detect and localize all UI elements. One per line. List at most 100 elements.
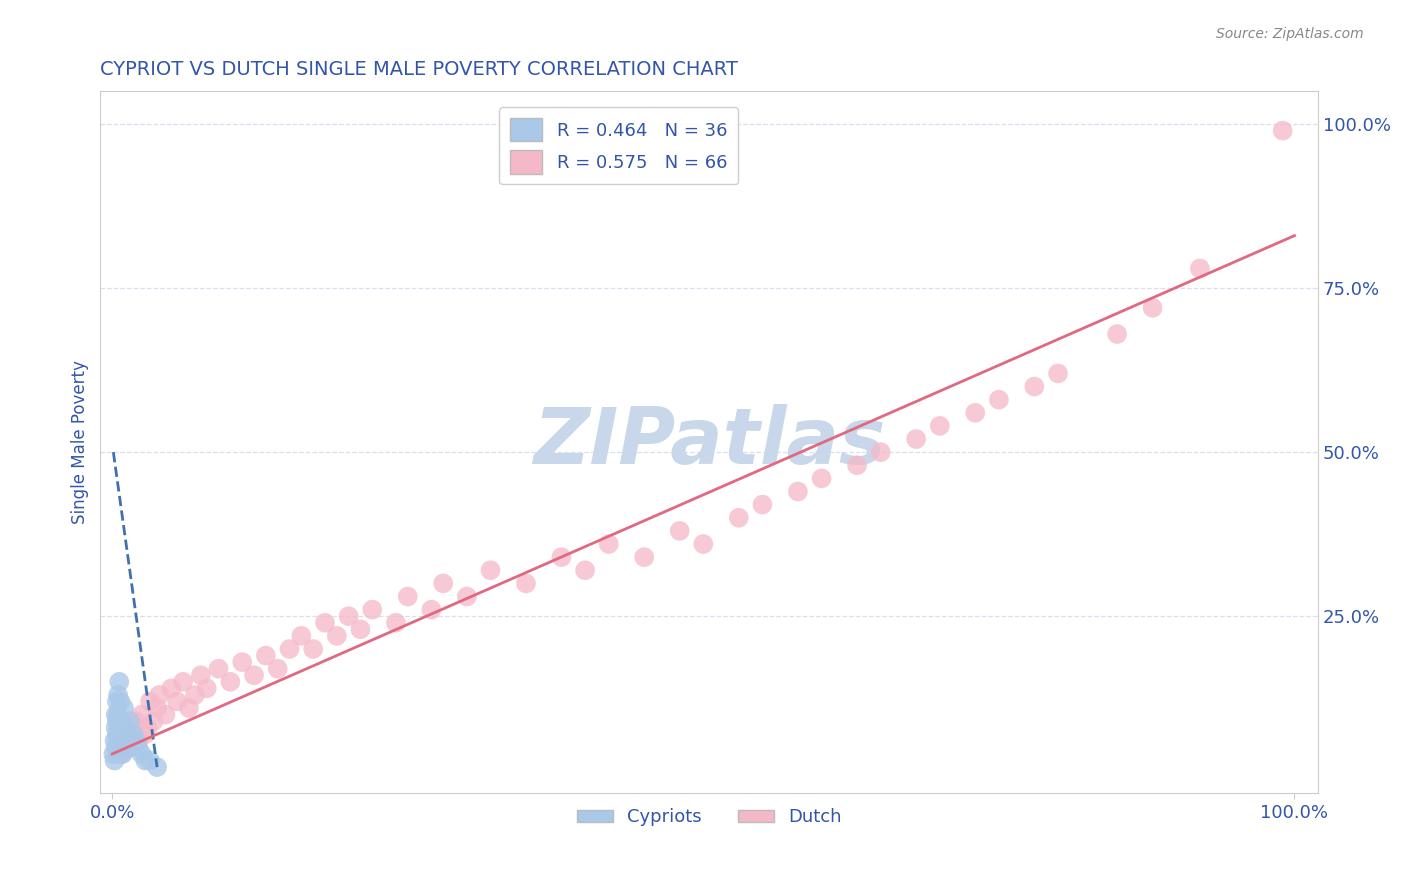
Point [456,590,478,604]
Point [131,747,153,761]
Point [134,754,156,768]
Point [118,740,141,755]
Point [122,727,145,741]
Point [103,747,125,761]
Point [115,721,138,735]
Point [127,734,149,748]
Point [108,674,131,689]
Point [846,458,869,473]
Point [110,694,132,708]
Point [278,642,301,657]
Point [396,590,419,604]
Point [1107,326,1129,341]
Point [112,701,135,715]
Point [114,734,136,748]
Legend: Cypriots, Dutch: Cypriots, Dutch [569,801,849,833]
Point [219,674,242,689]
Point [107,740,129,755]
Point [111,734,134,748]
Point [254,648,277,663]
Point [125,734,148,748]
Point [115,721,138,735]
Point [290,629,312,643]
Point [1142,301,1164,315]
Point [107,688,129,702]
Point [1271,123,1294,137]
Point [1047,367,1070,381]
Point [869,445,891,459]
Point [104,707,127,722]
Point [727,510,749,524]
Text: ZIPatlas: ZIPatlas [533,404,886,480]
Point [142,714,165,728]
Point [515,576,537,591]
Point [107,734,129,748]
Point [111,747,134,761]
Point [146,760,169,774]
Point [314,615,336,630]
Point [105,714,128,728]
Point [111,714,134,728]
Point [550,550,572,565]
Point [120,734,142,748]
Point [134,727,156,741]
Point [136,721,159,735]
Point [598,537,620,551]
Point [148,688,170,702]
Point [104,740,127,755]
Point [361,602,384,616]
Text: Source: ZipAtlas.com: Source: ZipAtlas.com [1216,27,1364,41]
Point [155,707,177,722]
Point [326,629,349,643]
Point [117,727,139,741]
Point [243,668,266,682]
Point [1188,261,1211,276]
Point [928,418,950,433]
Point [668,524,690,538]
Point [432,576,454,591]
Point [337,609,360,624]
Point [125,714,148,728]
Point [118,740,141,755]
Point [111,747,134,761]
Point [131,707,153,722]
Point [111,721,134,735]
Point [751,498,773,512]
Point [987,392,1010,407]
Y-axis label: Single Male Poverty: Single Male Poverty [72,360,89,524]
Point [112,734,135,748]
Point [349,623,371,637]
Point [787,484,810,499]
Point [207,662,229,676]
Point [905,432,928,446]
Point [107,707,129,722]
Point [267,662,290,676]
Point [139,694,162,708]
Point [118,714,141,728]
Point [104,721,127,735]
Point [160,681,183,696]
Point [103,734,125,748]
Point [112,727,135,741]
Point [965,406,987,420]
Point [139,754,162,768]
Point [166,694,188,708]
Point [1024,379,1046,393]
Point [692,537,714,551]
Point [231,655,253,669]
Point [105,694,128,708]
Point [103,754,125,768]
Point [633,550,655,565]
Point [195,681,218,696]
Point [810,471,832,485]
Point [108,721,131,735]
Point [108,747,131,761]
Point [105,727,128,741]
Point [385,615,408,630]
Text: CYPRIOT VS DUTCH SINGLE MALE POVERTY CORRELATION CHART: CYPRIOT VS DUTCH SINGLE MALE POVERTY COR… [100,60,738,78]
Point [420,602,443,616]
Point [110,740,132,755]
Point [190,668,212,682]
Point [146,701,169,715]
Point [184,688,207,702]
